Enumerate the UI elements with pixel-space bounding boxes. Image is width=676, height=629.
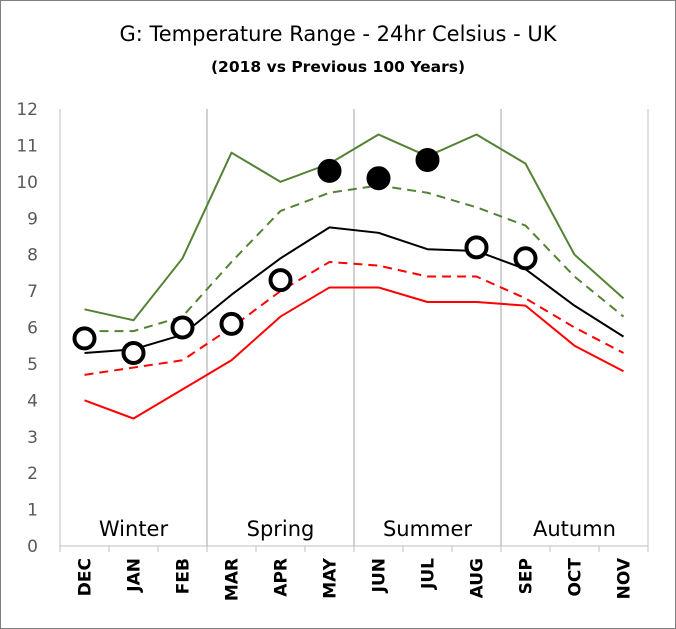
chart-title: G: Temperature Range - 24hr Celsius - UK [119,22,557,46]
y-tick-label: 8 [27,246,38,266]
season-label: Spring [247,517,315,541]
markers-layer [72,147,538,365]
x-tick-label: JUL [419,558,439,590]
y-tick-label: 4 [27,391,38,411]
y-tick-label: 5 [27,355,38,375]
x-tick-label: AUG [468,558,488,598]
marker-2018 [366,166,391,191]
y-tick-label: 2 [27,464,38,484]
x-tick-label: NOV [615,557,635,599]
marker-2018 [464,235,489,260]
y-tick-label: 3 [27,428,38,448]
x-tick-label: JUN [370,558,390,593]
marker-2018 [513,246,538,271]
marker-2018 [415,147,440,172]
chart-subtitle: (2018 vs Previous 100 Years) [210,58,466,76]
season-label: Summer [383,517,472,541]
y-tick-label: 1 [27,501,38,521]
x-tick-label: OCT [566,558,586,597]
series-line [84,226,625,354]
y-tick-label: 11 [16,136,38,156]
chart-axes [59,109,649,552]
x-tick-label: SEP [517,558,537,594]
x-tick-label: APR [272,558,292,597]
marker-2018 [219,311,244,336]
series-line [84,133,625,322]
series-line [84,260,624,376]
marker-2018 [121,340,146,365]
y-tick-label: 7 [27,282,38,302]
y-tick-label: 10 [16,173,38,193]
y-tick-label: 9 [27,209,38,229]
y-tick-label: 0 [27,537,38,557]
season-label: Winter [99,517,169,541]
marker-2018 [317,158,342,183]
x-tick-label: MAY [321,557,341,598]
marker-2018 [170,315,195,340]
x-tick-label: DEC [76,558,96,596]
x-tick-label: MAR [223,558,243,601]
season-label: Autumn [533,517,616,541]
x-tick-label: JAN [125,558,145,593]
series-line [84,286,624,420]
y-tick-label: 12 [16,100,38,120]
x-tick-label: FEB [174,558,194,594]
marker-2018 [72,326,97,351]
series-layer [84,133,625,420]
marker-2018 [268,268,293,293]
y-tick-label: 6 [27,319,38,339]
